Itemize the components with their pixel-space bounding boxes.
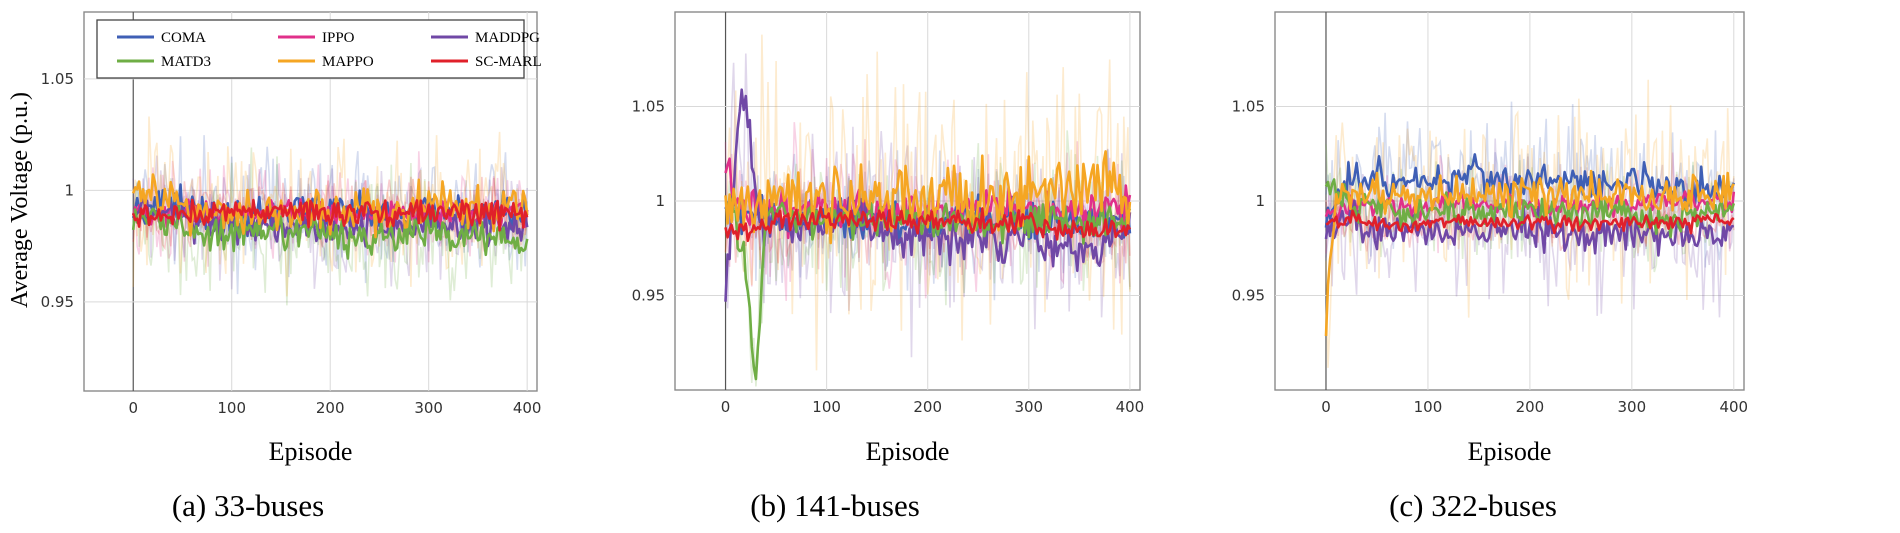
legend: COMA IPPO MADDPG MATD3 MAPPO SC-MARL — [96, 19, 542, 79]
chart-panel-3: 0 100 200 300 400 0.95 1 1.05 Episode (c) 322-bus… — [1232, 11, 1748, 523]
series-group — [131, 116, 529, 306]
legend-label-sc-marl: SC-MARL — [475, 54, 542, 70]
x-tick-label: 100 — [1414, 398, 1443, 416]
series-line-maddpg — [724, 88, 1132, 302]
chart-panel-1: 0 100 200 300 400 0.95 1 1.05 Episode (a) 33-buse… — [41, 11, 542, 523]
x-tick-label: 300 — [414, 399, 443, 417]
legend-label-matd3: MATD3 — [161, 54, 211, 70]
y-tick-label: 1 — [64, 181, 74, 199]
series-shade-mappo — [724, 34, 1131, 371]
x-tick-label: 300 — [1014, 398, 1043, 416]
series-line-mappo — [724, 150, 1132, 245]
panel-caption: (c) 322-buses — [1389, 488, 1557, 523]
x-tick-label: 400 — [1719, 398, 1748, 416]
series-shade-maddpg — [724, 53, 1131, 358]
series-line-matd3 — [1324, 178, 1736, 239]
x-tick-label: 200 — [913, 398, 942, 416]
legend-label-mappo: MAPPO — [322, 54, 374, 70]
x-tick-label: 100 — [217, 399, 246, 417]
x-axis-label: Episode — [1468, 437, 1552, 466]
legend-label-ippo: IPPO — [322, 30, 355, 46]
y-tick-label: 0.95 — [1232, 287, 1265, 305]
panel-caption: (a) 33-buses — [172, 488, 324, 523]
x-tick-label: 200 — [1516, 398, 1545, 416]
series-line-sc-marl — [1325, 209, 1735, 235]
y-tick-label: 0.95 — [632, 287, 665, 305]
chart-panel-2: 0 100 200 300 400 0.95 1 1.05 Episode (b) 141-bus… — [632, 11, 1145, 523]
x-tick-label: 400 — [513, 399, 542, 417]
series-group — [724, 34, 1132, 387]
x-axis-label: Episode — [866, 437, 950, 466]
x-axis-label: Episode — [269, 437, 353, 466]
y-tick-label: 1.05 — [41, 70, 74, 88]
x-tick-label: 0 — [1321, 398, 1331, 416]
legend-label-maddpg: MADDPG — [475, 30, 540, 46]
x-tick-label: 300 — [1618, 398, 1647, 416]
x-tick-label: 400 — [1116, 398, 1145, 416]
y-axis-label: Average Voltage (p.u.) — [7, 92, 33, 308]
y-tick-label: 1 — [655, 192, 665, 210]
legend-label-coma: COMA — [161, 30, 206, 46]
series-line-mappo — [1324, 169, 1735, 337]
x-tick-label: 0 — [721, 398, 731, 416]
panel-caption: (b) 141-buses — [750, 488, 920, 523]
series-line-sc-marl — [724, 206, 1132, 243]
y-tick-label: 0.95 — [41, 293, 74, 311]
y-tick-label: 1.05 — [632, 98, 665, 116]
x-tick-label: 100 — [812, 398, 841, 416]
series-shade-coma — [724, 149, 1131, 301]
y-tick-label: 1 — [1255, 192, 1265, 210]
series-line-matd3 — [131, 204, 529, 260]
x-tick-label: 0 — [128, 399, 138, 417]
series-shade-mappo — [132, 116, 528, 297]
x-tick-label: 200 — [316, 399, 345, 417]
series-line-sc-marl — [131, 198, 529, 232]
series-line-ippo — [1324, 189, 1736, 221]
series-group — [1324, 79, 1736, 368]
y-tick-label: 1.05 — [1232, 98, 1265, 116]
legend-box — [96, 19, 525, 79]
